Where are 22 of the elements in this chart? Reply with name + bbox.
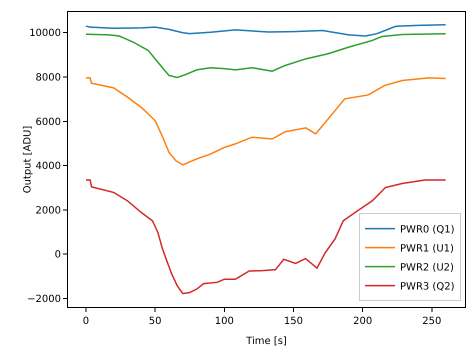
y-tick-label: 4000 [36, 161, 61, 172]
y-tick-label: 10000 [29, 28, 61, 40]
y-tick-label: 6000 [36, 116, 61, 128]
x-tick-label: 100 [214, 316, 234, 327]
x-tick-label: 200 [353, 316, 372, 327]
y-tick-label: 8000 [36, 72, 61, 84]
line-series [85, 77, 446, 166]
x-axis-title: Time [s] [245, 336, 287, 347]
line-series [85, 24, 446, 37]
x-tick-label: 50 [148, 316, 162, 327]
legend-label: PWR1 (U1) [400, 244, 454, 254]
line-series [85, 33, 446, 78]
x-tick-label: 250 [422, 316, 442, 327]
x-tick-label: 150 [284, 316, 304, 327]
y-axis-title: Output [ADU] [22, 126, 34, 194]
legend-label: PWR2 (U2) [400, 262, 454, 274]
y-tick-label: −2000 [27, 294, 61, 305]
y-tick-label: 0 [54, 250, 61, 261]
y-tick-label: 2000 [36, 205, 61, 216]
legend-label: PWR3 (Q2) [400, 282, 455, 292]
legend-label: PWR0 (Q1) [400, 224, 455, 236]
x-tick-label: 0 [82, 316, 90, 327]
